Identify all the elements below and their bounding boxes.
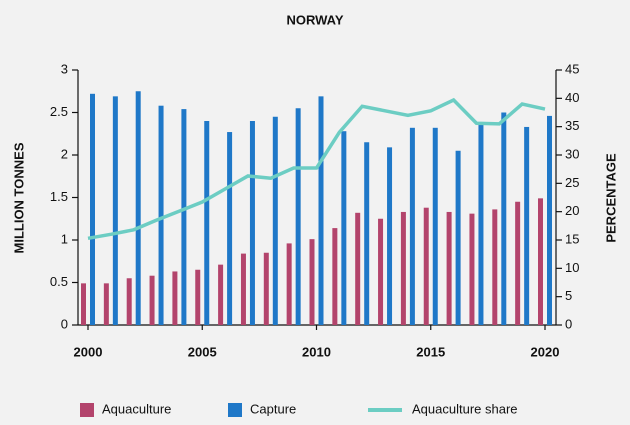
bar <box>409 127 415 325</box>
x-tick-label: 2005 <box>188 344 217 359</box>
bar <box>378 218 384 325</box>
bar <box>195 269 201 325</box>
legend-label: Aquaculture <box>102 401 171 416</box>
y2-tick-label: 10 <box>565 260 579 275</box>
y2-tick-label: 15 <box>565 231 579 246</box>
y-tick-label: 2 <box>61 146 68 161</box>
bar <box>90 93 95 325</box>
y-tick-label: 2.5 <box>50 104 68 119</box>
legend-swatch <box>80 403 94 417</box>
bar <box>272 116 278 325</box>
bar <box>524 126 530 325</box>
y2-tick-label: 0 <box>565 316 572 331</box>
y2-tick-label: 20 <box>565 203 579 218</box>
bar <box>501 112 507 325</box>
y2-tick-label: 5 <box>565 288 572 303</box>
y-tick-label: 3 <box>61 61 68 76</box>
y-tick-label: 0 <box>61 316 68 331</box>
bar <box>492 209 498 325</box>
bar <box>400 211 406 325</box>
bar <box>446 211 452 325</box>
legend-label: Aquaculture share <box>412 401 518 416</box>
bar <box>227 132 233 325</box>
bar <box>240 253 246 325</box>
bar <box>364 142 370 325</box>
bar <box>341 131 347 325</box>
bar <box>204 121 210 325</box>
bar <box>181 109 187 325</box>
y2-tick-label: 25 <box>565 175 579 190</box>
x-tick-label: 2015 <box>416 344 445 359</box>
bar <box>547 115 552 326</box>
bar <box>249 121 255 325</box>
bar <box>81 283 86 325</box>
y2-tick-label: 40 <box>565 90 579 105</box>
bar <box>112 96 118 325</box>
bar <box>515 201 521 325</box>
y-tick-label: 1 <box>61 231 68 246</box>
bar <box>149 275 155 325</box>
y2-tick-label: 45 <box>565 61 579 76</box>
bar <box>455 150 461 325</box>
bar <box>469 213 475 325</box>
x-tick-label: 2000 <box>74 344 103 359</box>
legend-label: Capture <box>250 401 296 416</box>
legend-swatch <box>228 403 242 417</box>
bar <box>309 239 315 325</box>
y2-tick-label: 35 <box>565 118 579 133</box>
bar <box>103 283 109 325</box>
y-axis-label: MILLION TONNES <box>11 142 26 253</box>
bar <box>332 228 338 325</box>
x-tick-label: 2010 <box>302 344 331 359</box>
y2-axis-label: PERCENTAGE <box>603 153 618 243</box>
bar <box>538 198 543 325</box>
bar <box>295 108 301 325</box>
bar <box>387 147 393 325</box>
bar <box>218 264 224 325</box>
line <box>87 97 546 241</box>
bar <box>318 96 324 325</box>
bar <box>158 105 164 325</box>
bar <box>478 122 484 325</box>
y-tick-label: 1.5 <box>50 189 68 204</box>
bar <box>126 278 132 325</box>
bar <box>432 127 438 325</box>
bar <box>263 252 269 325</box>
bar <box>355 212 361 325</box>
y2-tick-label: 30 <box>565 146 579 161</box>
bar <box>172 271 178 325</box>
bar <box>286 243 292 325</box>
bar <box>135 91 141 325</box>
y-tick-label: 0.5 <box>50 274 68 289</box>
x-tick-label: 2020 <box>531 344 560 359</box>
bar <box>423 207 429 325</box>
chart-title: NORWAY <box>286 12 343 27</box>
